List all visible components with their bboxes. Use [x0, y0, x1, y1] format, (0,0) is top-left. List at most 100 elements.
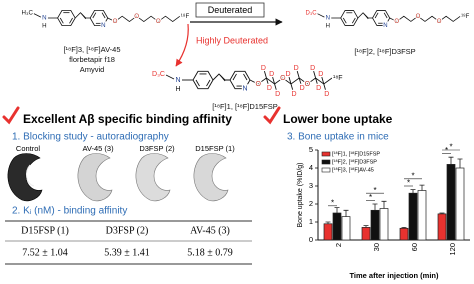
- atom-label: H: [175, 86, 180, 93]
- atom-label: D: [285, 71, 290, 78]
- compound-name: florbetapir f18: [69, 55, 115, 64]
- bond: [219, 74, 226, 82]
- error-bar: [334, 207, 340, 213]
- significance-label: *: [369, 193, 372, 202]
- atom-label: O: [416, 14, 421, 20]
- significance-label: *: [449, 143, 452, 152]
- significance-label: *: [445, 146, 448, 155]
- table-header: D3FSP (2): [106, 225, 149, 236]
- atom-label: D: [267, 85, 272, 92]
- significance-label: *: [407, 179, 410, 188]
- section-subheading: 1. Blocking study - autoradiography: [12, 132, 169, 143]
- table-header: D15FSP (1): [21, 225, 69, 236]
- atom-label: D₃C: [305, 10, 317, 16]
- atom-label: O: [156, 18, 161, 25]
- atom-label: O: [305, 81, 311, 88]
- bar: [379, 208, 389, 241]
- atom-label: O: [113, 18, 118, 25]
- bar: [417, 190, 427, 241]
- atom-label: N: [42, 15, 46, 22]
- section-heading: Lower bone uptake: [283, 112, 393, 126]
- table-cell: 5.18 ± 0.79: [187, 247, 233, 258]
- section-heading: Excellent Aβ specific binding affinity: [23, 112, 232, 126]
- legend-label: [¹⁸F]1, [¹⁸F]D15FSP: [332, 150, 380, 157]
- table-cell: 5.39 ± 1.41: [104, 247, 150, 258]
- atom-label: ¹⁸F: [181, 13, 190, 20]
- table-header: AV-45 (3): [190, 225, 230, 236]
- compound-name: [¹⁸F]2, [¹⁸F]D3FSP: [354, 47, 415, 56]
- error-bar: [439, 212, 445, 214]
- bond: [59, 17, 64, 24]
- error-bar: [419, 184, 425, 191]
- atom-label: O: [437, 19, 442, 25]
- error-bar: [363, 225, 369, 228]
- atom-label: ¹⁸F: [333, 75, 343, 82]
- bar: [437, 213, 447, 241]
- bar: [341, 216, 351, 241]
- arrow: [175, 23, 189, 67]
- arrow-box: [195, 2, 265, 18]
- image-label: Control: [16, 144, 41, 153]
- ring: [340, 10, 359, 26]
- bond: [195, 79, 200, 87]
- bar: [455, 167, 465, 241]
- error-bar: [343, 209, 349, 217]
- atom-label: O: [255, 81, 261, 88]
- check-mark: [2, 106, 20, 125]
- brain-slice: [77, 153, 113, 202]
- bond: [321, 76, 325, 85]
- x-tick-label: 30: [372, 243, 381, 251]
- bar: [446, 164, 456, 241]
- atom-label: D: [294, 65, 299, 72]
- bond: [383, 12, 388, 19]
- bond: [323, 83, 327, 92]
- bond: [313, 70, 317, 79]
- error-bar: [448, 156, 454, 165]
- bar: [323, 223, 333, 241]
- arrow-label: Highly Deuterated: [196, 35, 268, 45]
- atom-label: D: [269, 71, 274, 78]
- brain-slice: [193, 153, 229, 202]
- legend-label: [¹⁸F]2, [¹⁸F]D3FSP: [332, 158, 377, 165]
- bond: [107, 15, 181, 23]
- atom-label: O: [280, 75, 286, 82]
- x-axis-label: Time after injection (min): [349, 271, 439, 280]
- bar: [332, 212, 342, 241]
- atom-label: O: [134, 13, 139, 20]
- image-label: AV-45 (3): [82, 144, 114, 153]
- y-axis-label: Bone uptake (%ID/g): [297, 163, 304, 228]
- section-subheading: 3. Bone uptake in mice: [287, 132, 389, 143]
- atom-label: N: [326, 16, 330, 22]
- y-tick-label: 1: [309, 217, 313, 226]
- error-bar: [325, 221, 331, 224]
- section-subheading: 2. Kᵢ (nM) - binding affinity: [12, 206, 127, 217]
- significance-label: *: [331, 198, 334, 207]
- bond: [263, 70, 267, 79]
- bond: [232, 73, 237, 81]
- atom-label: D: [291, 91, 296, 98]
- bond: [206, 79, 211, 87]
- bond: [290, 83, 294, 92]
- bond: [265, 77, 269, 86]
- bond: [296, 70, 300, 79]
- atom-label: H: [326, 23, 330, 29]
- autoradiography: [7, 153, 229, 202]
- compound-name: Amyvid: [80, 65, 105, 74]
- bond: [272, 76, 276, 85]
- legend-swatch: [321, 159, 331, 165]
- bond: [33, 13, 42, 18]
- table-cell: 7.52 ± 1.04: [22, 247, 68, 258]
- atom-label: D: [324, 91, 329, 98]
- brain-detail: [26, 164, 35, 187]
- atom-label: D: [261, 65, 266, 72]
- bond: [351, 17, 356, 24]
- atom-label: N: [242, 86, 247, 93]
- bar: [361, 227, 371, 241]
- compound-name: [¹⁸F]3, [¹⁸F]AV-45: [63, 45, 120, 54]
- brain-slice: [7, 153, 43, 202]
- bond: [165, 74, 175, 80]
